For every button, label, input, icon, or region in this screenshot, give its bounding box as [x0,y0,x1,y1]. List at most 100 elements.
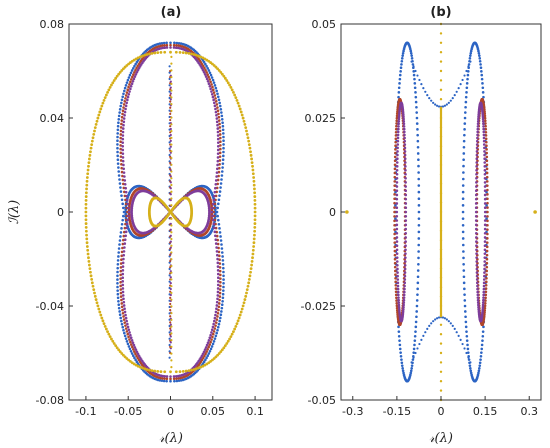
data-point [467,65,470,68]
data-point [220,306,224,310]
data-point [169,118,172,122]
data-point [120,101,123,105]
data-point [122,117,126,120]
data-point [102,98,106,102]
data-point [212,194,216,198]
data-point [89,270,92,274]
data-point [84,218,88,222]
data-point [219,313,223,317]
data-point [100,316,104,320]
data-point [150,369,154,373]
data-point [119,136,122,140]
data-point [124,190,128,194]
data-point [216,106,219,109]
data-point [90,143,94,147]
data-point [128,347,132,351]
data-point [122,328,125,332]
data-point [394,280,397,284]
data-point [116,124,120,128]
data-point [165,377,169,381]
data-point [396,281,400,285]
data-point [129,71,133,75]
data-point [221,299,224,303]
data-point [213,104,217,108]
data-point [413,86,417,90]
data-point [91,136,95,140]
data-point [217,112,220,116]
data-point [121,265,125,268]
data-point [123,89,126,93]
data-point [484,287,488,290]
data-point [412,351,416,354]
data-point [462,275,466,279]
data-point [417,184,421,187]
data-point [394,293,398,297]
data-point [211,202,215,206]
data-point [415,116,419,120]
data-point [432,101,435,104]
data-point [123,86,127,90]
data-point [482,287,486,291]
data-point [401,369,405,373]
data-point [253,226,257,229]
data-point [222,285,225,289]
data-point [393,228,396,231]
data-point [207,345,210,349]
data-point [245,291,248,295]
data-point [209,73,213,77]
data-point [197,54,200,58]
data-point [148,368,151,372]
data-point [253,202,257,206]
data-point [129,84,133,88]
data-point [394,130,398,134]
data-point [251,168,255,172]
data-point [131,75,134,79]
data-point [395,181,399,184]
data-point [461,190,465,194]
data-point [122,318,126,321]
data-point [485,241,489,244]
data-point [477,305,480,309]
data-point [461,230,465,234]
data-point [476,293,480,297]
data-point [398,73,402,77]
data-point [393,167,397,171]
data-point [475,165,478,168]
data-point [475,244,478,247]
data-point [216,280,220,283]
data-point [443,317,447,320]
data-point [128,204,131,208]
data-point [395,236,399,239]
data-point [123,175,126,178]
data-point [416,293,419,296]
data-point [177,41,181,45]
data-point [220,303,224,307]
data-point [252,176,256,179]
data-point [398,339,401,342]
data-point [220,178,223,181]
data-point [116,128,120,132]
data-point [217,119,221,122]
data-point [184,51,188,55]
data-point [439,361,443,364]
data-point [395,124,398,128]
data-point [481,339,484,342]
data-point [484,124,487,128]
data-point [397,303,401,307]
data-point [210,92,214,96]
data-point [212,81,216,84]
data-point [184,369,188,373]
data-point [459,338,462,341]
data-point [121,112,124,116]
data-point [214,179,218,182]
data-point [97,113,101,117]
data-point [211,325,215,329]
data-point [219,144,222,147]
data-point [125,319,129,323]
data-point [211,78,215,82]
data-point [416,269,420,272]
data-point [409,51,413,55]
data-point [483,219,487,222]
data-point [475,139,479,143]
data-point [116,158,120,162]
